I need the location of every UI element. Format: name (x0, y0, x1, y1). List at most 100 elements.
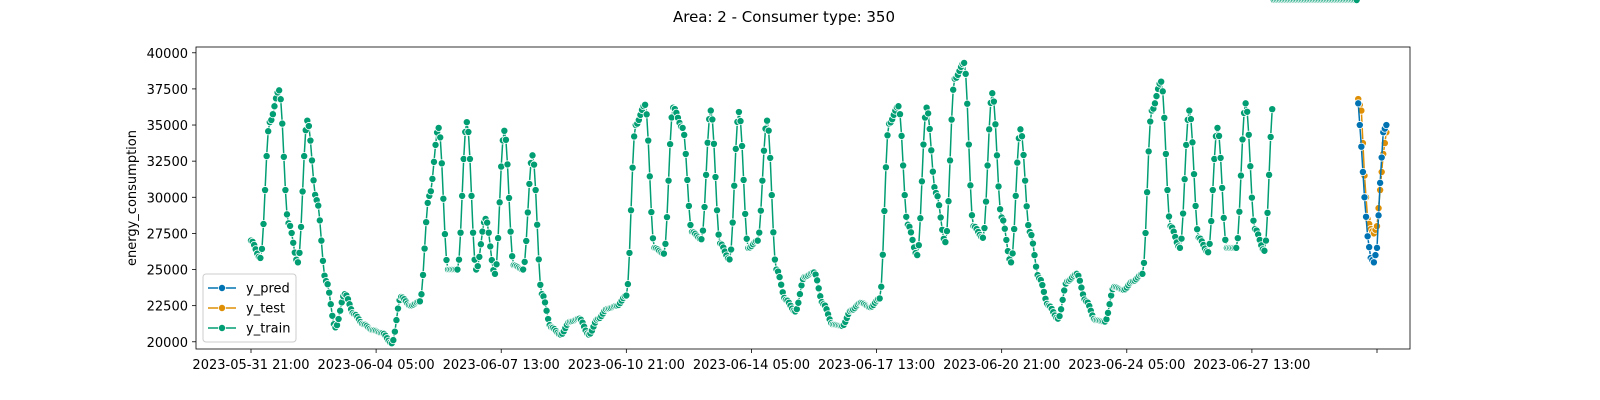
y-train-point (742, 234, 751, 243)
y-train-point (913, 251, 922, 260)
y-train-point (1032, 262, 1041, 271)
y-train-point (813, 276, 822, 285)
y-train-point (944, 197, 953, 206)
y-train-point (1165, 212, 1174, 221)
x-tick-label: 2023-06-07 13:00 (443, 358, 560, 373)
x-tick-label: 2023-06-20 21:00 (943, 358, 1060, 373)
y-train-point (533, 220, 542, 229)
y-pred-point (1382, 121, 1391, 130)
y-train-point (317, 236, 326, 245)
y-train-point (394, 304, 403, 313)
y-train-point (698, 226, 707, 235)
y-train-point (536, 280, 545, 289)
x-tick-label: 2023-06-24 05:00 (1068, 358, 1185, 373)
y-train-point (753, 236, 762, 245)
y-train-point (947, 115, 956, 124)
y-train-point (323, 280, 332, 289)
y-pred-point (1376, 178, 1385, 187)
y-train-point (681, 149, 690, 158)
y-train-point (877, 282, 886, 291)
y-train-point (914, 241, 923, 250)
y-train-point (1011, 191, 1020, 200)
y-train-point (1236, 171, 1245, 180)
y-train-point (949, 85, 958, 94)
y-train-point (495, 198, 504, 207)
y-train-point (925, 125, 934, 134)
y-train-point (325, 288, 334, 297)
y-train-point (927, 146, 936, 155)
y-tick-label: 40000 (147, 47, 188, 62)
x-tick-label: 2023-06-14 05:00 (693, 358, 810, 373)
y-train-point (281, 186, 290, 195)
y-train-point (641, 100, 650, 109)
y-train-point (1215, 131, 1224, 140)
y-train-point (276, 95, 285, 104)
y-test-point (1373, 222, 1382, 231)
y-train-point (980, 224, 989, 233)
y-train-point (769, 228, 778, 237)
y-pred-point (1357, 142, 1366, 151)
y-train-point (1141, 229, 1150, 238)
y-train-point (520, 257, 529, 266)
y-train-point (1190, 170, 1199, 179)
y-train-point (906, 228, 915, 237)
y-train-point (534, 255, 543, 264)
y-tick-label: 25000 (147, 264, 188, 279)
y-train-point (1213, 123, 1222, 132)
y-train-point (755, 228, 764, 237)
y-train-point (476, 240, 485, 249)
y-axis: 20000 22500 25000 27500 30000 32500 35000 37500… (147, 47, 196, 351)
y-train-point (941, 238, 950, 247)
y-pred-point (1363, 232, 1372, 241)
y-train-point (1216, 153, 1225, 162)
y-train-point (1232, 243, 1241, 252)
y-train-point (456, 228, 465, 237)
y-train-point (647, 208, 656, 217)
y-train-point (1221, 235, 1230, 244)
y-train-point (666, 140, 675, 149)
y-train-point (982, 197, 991, 206)
y-train-point (307, 156, 316, 165)
y-train-point (315, 216, 324, 225)
y-train-point (759, 146, 768, 155)
y-train-point (1016, 125, 1025, 134)
y-train-point (318, 256, 327, 265)
y-train-point (505, 193, 514, 202)
y-train-point (883, 131, 892, 140)
y-train-point (278, 119, 287, 128)
y-train-point (684, 201, 693, 210)
y-train-point (686, 220, 695, 229)
y-train-point (1188, 138, 1197, 147)
y-train-point (680, 130, 689, 139)
y-train-point (541, 298, 550, 307)
x-axis: 2023-05-31 21:00 2023-06-04 05:00 2023-06-… (192, 349, 1378, 373)
y-train-point (739, 175, 748, 184)
y-train-point (662, 213, 671, 222)
y-train-point (1157, 77, 1166, 86)
y-train-point (297, 222, 306, 231)
y-train-point (900, 191, 909, 200)
y-train-point (642, 110, 651, 119)
y-train-point (1179, 209, 1188, 218)
y-pred-point (1373, 243, 1382, 252)
y-train-point (627, 206, 636, 215)
y-pred-point (1374, 211, 1383, 220)
y-train-point (1246, 162, 1255, 171)
y-train-point (1177, 234, 1186, 243)
y-train-point (628, 163, 637, 172)
y-train-point (1241, 99, 1250, 108)
y-train-point (1138, 269, 1147, 278)
y-train-point (469, 228, 478, 237)
y-train-point (917, 177, 926, 186)
y-tick-label: 35000 (147, 119, 188, 134)
y-train-point (794, 298, 803, 307)
y-train-point (714, 230, 723, 239)
y-train-point (736, 117, 745, 126)
y-train-point (875, 294, 884, 303)
y-train-point (711, 173, 720, 182)
y-train-legend-label: y_train (246, 322, 290, 337)
y-train-point (991, 120, 1000, 129)
y-test-legend-label: y_test (246, 302, 285, 317)
y-train-point (473, 262, 482, 271)
y-tick-label: 30000 (147, 191, 188, 206)
